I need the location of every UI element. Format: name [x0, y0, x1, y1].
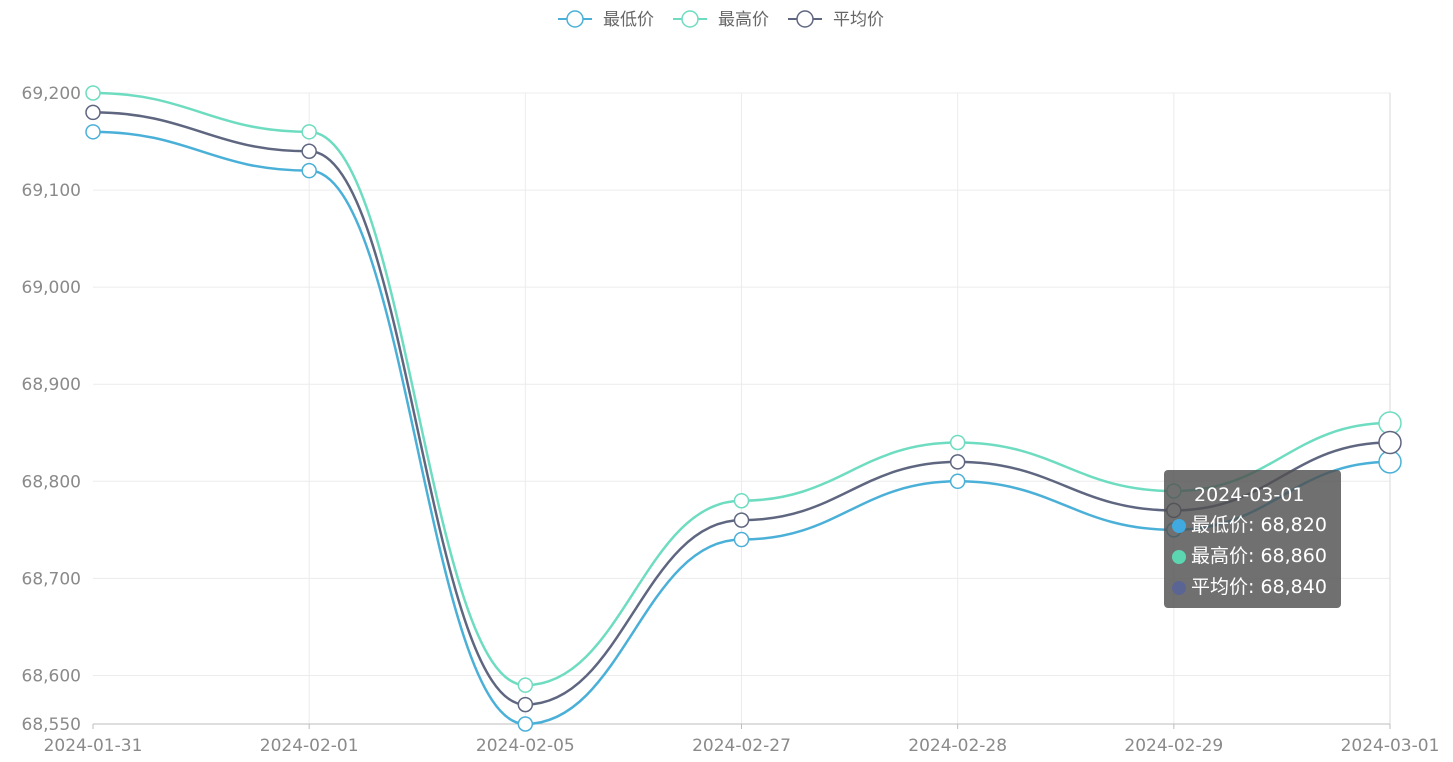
data-point[interactable] [733, 512, 750, 528]
data-point[interactable] [301, 143, 317, 159]
y-tick-label: 69,200 [22, 84, 81, 104]
tooltip-row-avg: 平均价: 68,840 [1172, 572, 1341, 603]
series-line [92, 91, 1391, 687]
legend-item[interactable]: 平均价 [788, 10, 884, 30]
legend-label: 平均价 [833, 10, 884, 30]
data-point[interactable] [301, 162, 317, 179]
series-line [92, 130, 1391, 726]
data-point[interactable] [517, 716, 534, 732]
y-tick-label: 69,000 [22, 278, 81, 298]
series-line [92, 111, 1391, 706]
legend-item[interactable]: 最高价 [673, 10, 769, 30]
x-tick-label: 2024-01-31 [44, 736, 143, 756]
data-point[interactable] [301, 124, 317, 140]
legend-marker [796, 10, 814, 28]
data-point[interactable] [733, 492, 750, 509]
y-tick-label: 68,800 [22, 472, 81, 492]
tooltip-row-low-label: 最低价: 68,820 [1191, 514, 1327, 536]
tooltip-dot-low [1172, 518, 1186, 533]
data-point[interactable] [1378, 430, 1402, 455]
legend-marker [681, 10, 699, 28]
legend-label: 最低价 [603, 10, 654, 30]
x-tick-label: 2024-03-01 [1341, 736, 1440, 756]
data-point[interactable] [85, 104, 101, 121]
y-axis: 68,550 68,600 68,700 68,800 68,900 69,000 69,1… [22, 84, 81, 735]
series-points[interactable] [85, 85, 1402, 732]
data-point[interactable] [949, 454, 966, 470]
tooltip: 2024-03-01 最低价: 68,820 最高价: 68,860 平均价: … [1164, 470, 1341, 608]
legend-label: 最高价 [718, 10, 769, 30]
tooltip-row-high-label: 最高价: 68,860 [1191, 545, 1327, 567]
x-tick-label: 2024-02-05 [476, 736, 575, 756]
grid [93, 92, 1391, 724]
tooltip-dot-avg [1172, 580, 1186, 595]
data-point[interactable] [949, 473, 966, 490]
data-point[interactable] [85, 85, 101, 101]
y-tick-label: 68,550 [22, 715, 81, 735]
tooltip-dot-high [1172, 549, 1186, 564]
y-tick-label: 68,700 [22, 569, 81, 589]
tooltip-row-high: 最高价: 68,860 [1172, 541, 1341, 572]
tooltip-title: 2024-03-01 [1194, 484, 1305, 506]
x-tick-label: 2024-02-27 [692, 736, 791, 756]
data-point[interactable] [733, 531, 750, 548]
x-tick-label: 2024-02-01 [260, 736, 359, 756]
data-point[interactable] [949, 434, 966, 451]
legend-item[interactable]: 最低价 [558, 10, 654, 30]
legend[interactable]: 最低价 最高价 平均价 [558, 10, 884, 30]
x-tick-label: 2024-02-28 [908, 736, 1007, 756]
series-lines [92, 91, 1391, 726]
x-axis: 2024-01-31 2024-02-01 2024-02-05 2024-02-27… [44, 723, 1440, 756]
tooltip-row-avg-label: 平均价: 68,840 [1191, 576, 1327, 598]
data-point[interactable] [517, 677, 534, 693]
data-point[interactable] [85, 124, 101, 140]
y-tick-label: 69,100 [22, 181, 81, 201]
x-tick-label: 2024-02-29 [1124, 736, 1223, 756]
y-tick-label: 68,600 [22, 666, 81, 686]
tooltip-row-low: 最低价: 68,820 [1172, 510, 1341, 541]
legend-marker [566, 10, 584, 28]
y-tick-label: 68,900 [22, 375, 81, 395]
data-point[interactable] [517, 696, 534, 713]
